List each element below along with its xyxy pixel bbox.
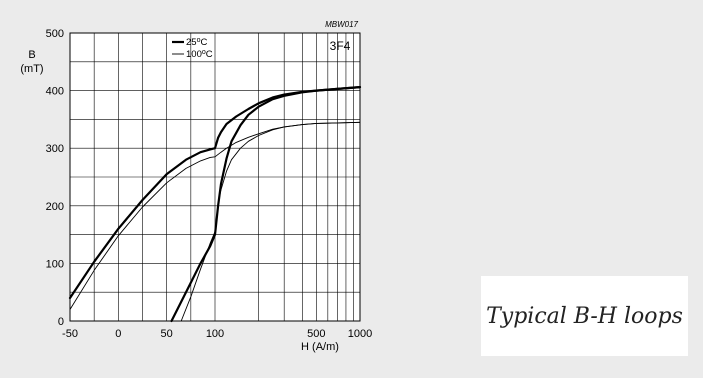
x-tick-label: 0 [115,328,121,340]
series-line-25c-1 [170,85,362,323]
x-tick-label: 100 [206,328,224,340]
x-tick-label: 500 [307,328,325,340]
series-line-100c-3 [180,121,361,322]
x-tick-label: 50 [161,328,173,340]
legend-entry-100c: 100oC [186,49,213,61]
y-tick-label: 100 [46,258,64,270]
figure-code: MBW017 [325,20,358,29]
series-layer [68,85,362,323]
plot-frame [69,32,361,322]
legend-entry-100c-sup: o [202,49,206,56]
legend-entry-100c-value: 100 [186,49,202,60]
legend-entry-25c-sup: o [197,37,201,44]
x-axis-label: H (A/m) [301,341,339,353]
caption-text: Typical B-H loops [486,303,683,329]
x-tick-label: 1000 [348,328,372,340]
legend-entry-25c-value: 25 [186,37,197,48]
legend-entry-25c: 25oC [186,37,207,49]
x-tick-label: -50 [62,328,78,340]
y-tick-label: 200 [46,201,64,213]
y-tick-label: 0 [58,316,64,328]
grid [70,33,360,321]
y-tick-label: 400 [46,86,64,98]
material-label: 3F4 [330,39,351,53]
y-axis-label: B [28,49,35,61]
y-axis-unit: (mT) [20,63,43,75]
legend-entry-100c-unit: C [206,49,213,60]
legend-entry-25c-unit: C [200,37,207,48]
y-tick-label: 300 [46,143,64,155]
legend: 25oC 100oC [172,37,213,61]
y-tick-label: 500 [46,28,64,40]
caption-box: Typical B-H loops [481,276,688,356]
